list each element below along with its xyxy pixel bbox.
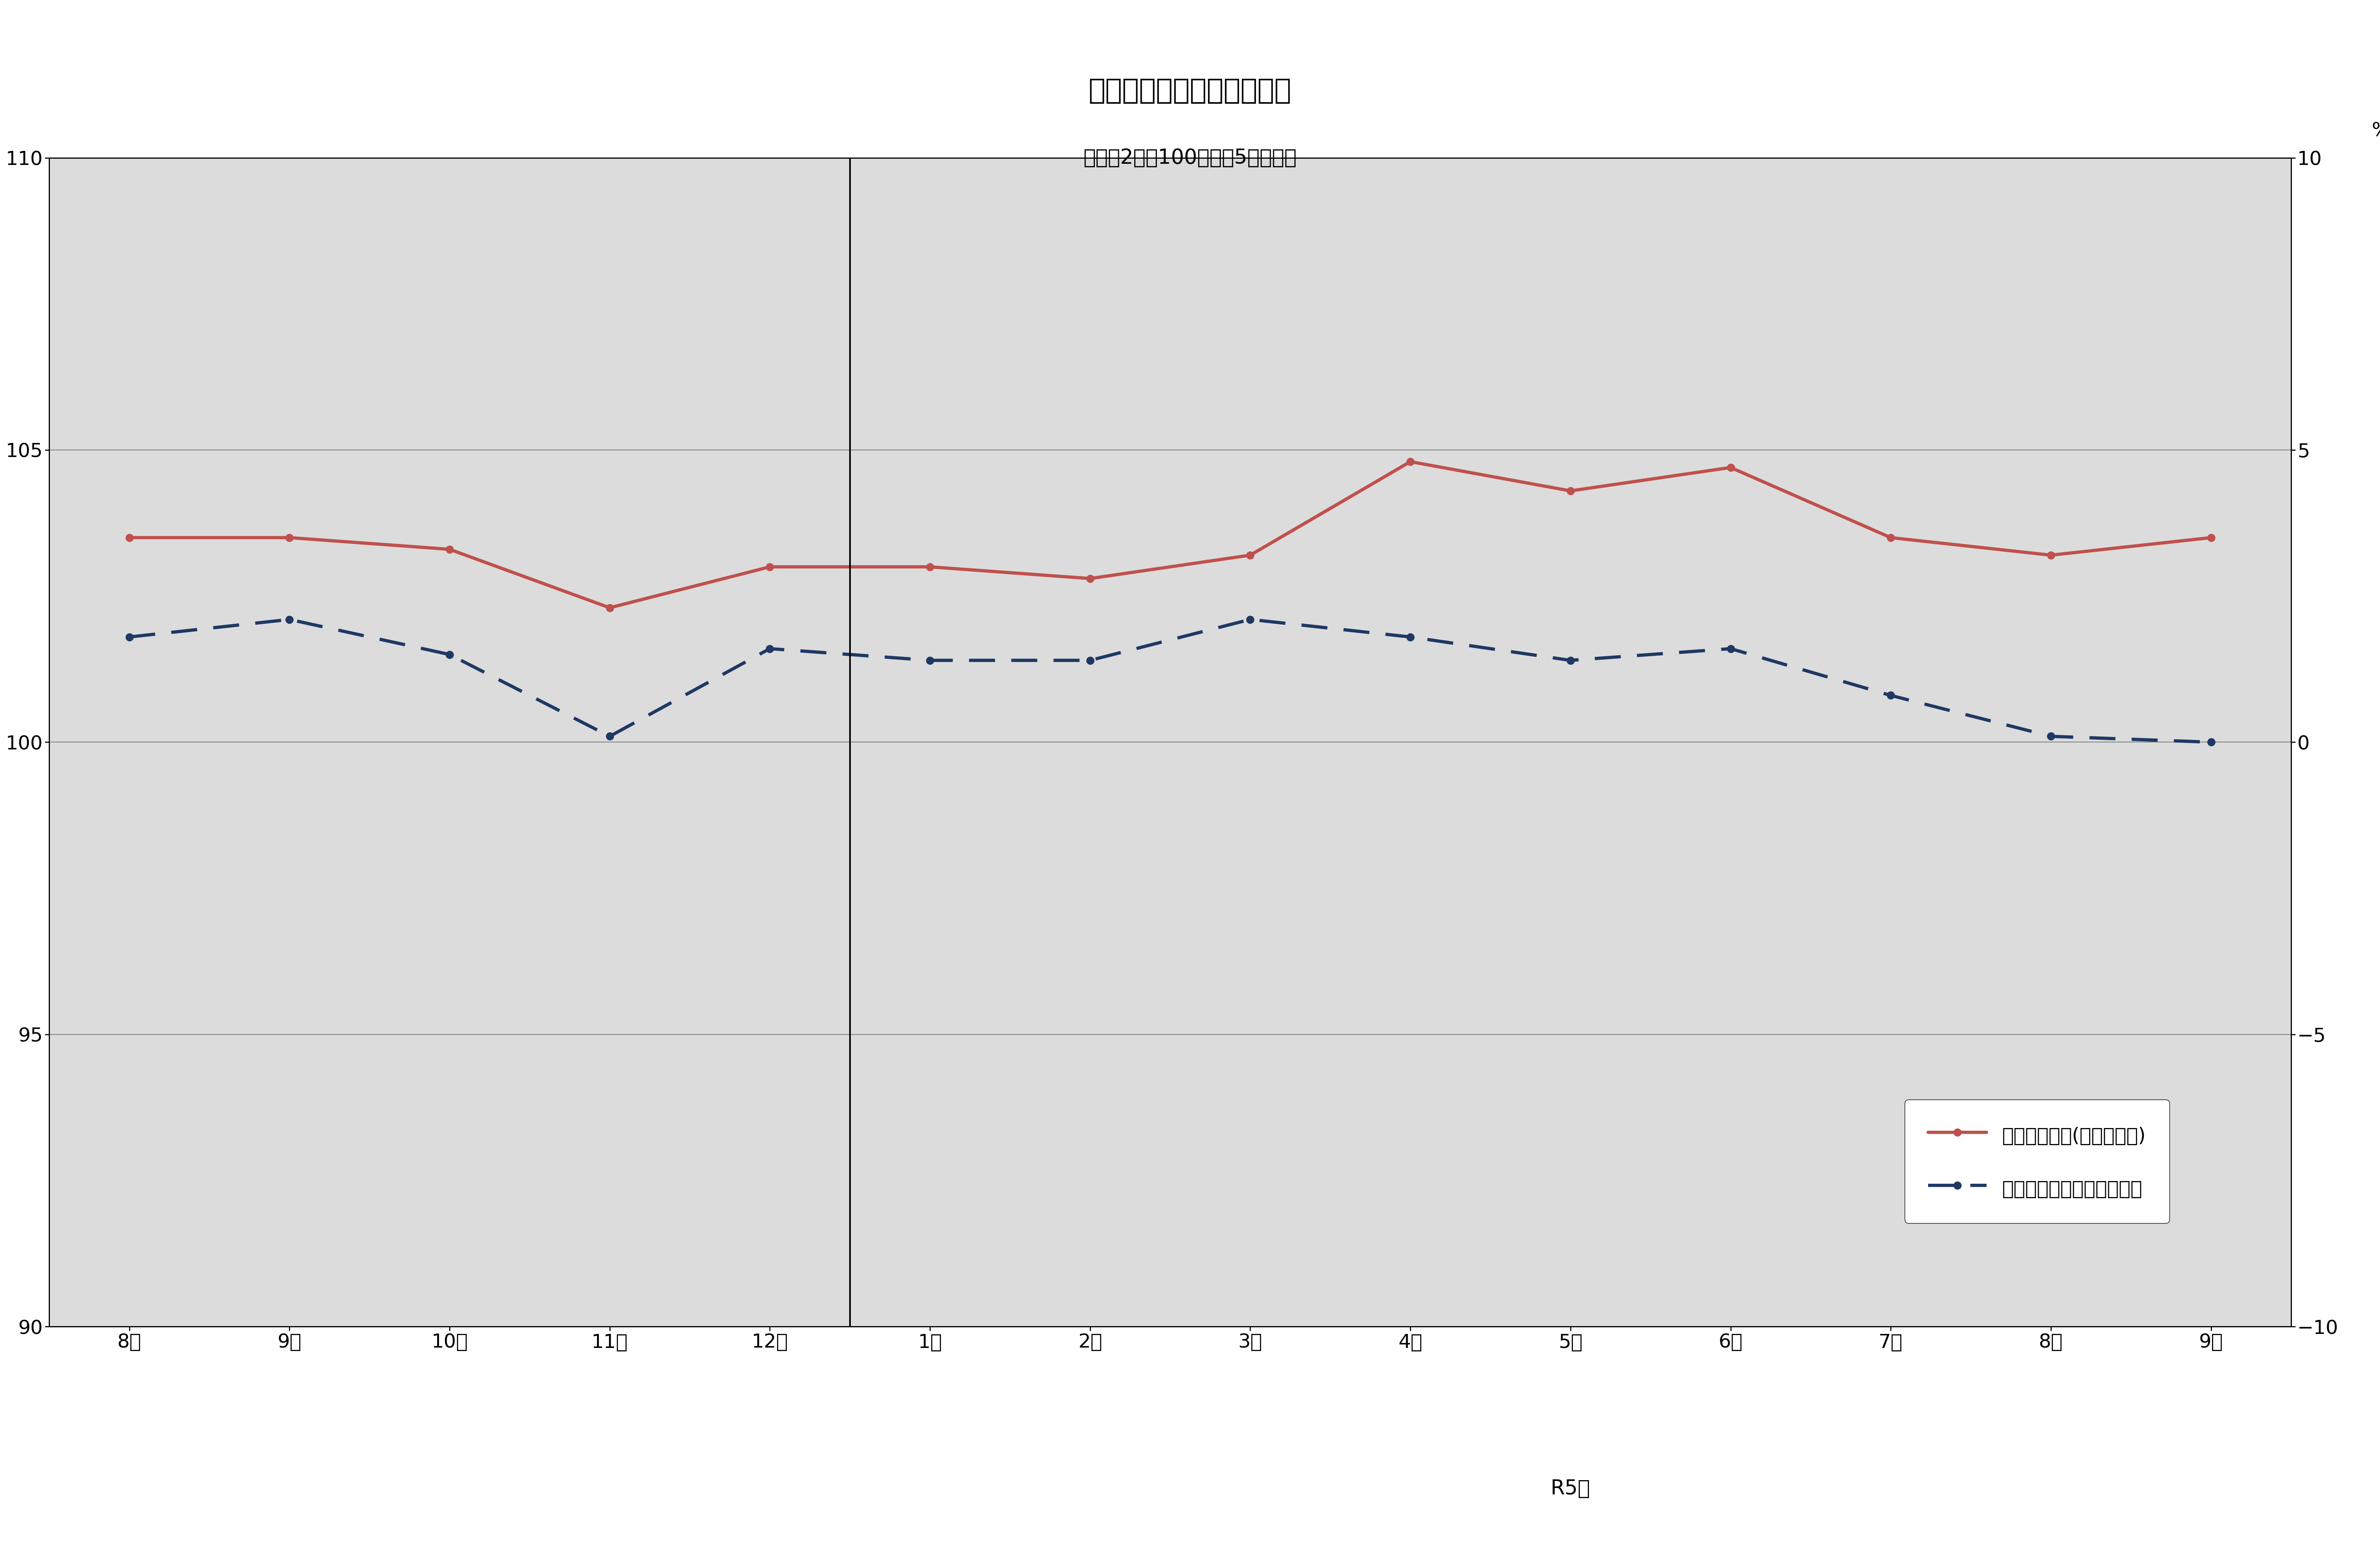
調査産業計（前年同月比） — [754, 639, 783, 658]
常用雇用指数(調査産業計) — [1076, 569, 1104, 588]
常用雇用指数(調査産業計) — [1397, 453, 1426, 471]
調査産業計（前年同月比） — [2197, 732, 2225, 751]
調査産業計（前年同月比） — [436, 645, 464, 664]
調査産業計（前年同月比） — [114, 628, 143, 647]
調査産業計（前年同月比） — [1076, 652, 1104, 670]
Line: 常用雇用指数(調査産業計): 常用雇用指数(調査産業計) — [126, 457, 2216, 611]
調査産業計（前年同月比） — [1875, 686, 1904, 704]
常用雇用指数(調査産業計) — [754, 558, 783, 577]
Legend: 常用雇用指数(調査産業計), 調査産業計（前年同月比）: 常用雇用指数(調査産業計), 調査産業計（前年同月比） — [1904, 1099, 2168, 1224]
調査産業計（前年同月比） — [916, 652, 945, 670]
常用雇用指数(調査産業計) — [1235, 546, 1264, 564]
調査産業計（前年同月比） — [2037, 728, 2066, 746]
Y-axis label: %: % — [2370, 121, 2380, 140]
常用雇用指数(調査産業計) — [916, 558, 945, 577]
常用雇用指数(調査産業計) — [595, 599, 624, 617]
常用雇用指数(調査産業計) — [1716, 459, 1745, 477]
調査産業計（前年同月比） — [1716, 639, 1745, 658]
Text: （令和2年＝100、規模5人以上）: （令和2年＝100、規模5人以上） — [1083, 148, 1297, 168]
常用雇用指数(調査産業計) — [114, 529, 143, 547]
調査産業計（前年同月比） — [1397, 628, 1426, 647]
常用雇用指数(調査産業計) — [436, 540, 464, 558]
Text: 常用雇用指数、前年同月比: 常用雇用指数、前年同月比 — [1088, 78, 1292, 104]
常用雇用指数(調査産業計) — [2037, 546, 2066, 564]
常用雇用指数(調査産業計) — [1875, 529, 1904, 547]
常用雇用指数(調査産業計) — [276, 529, 305, 547]
常用雇用指数(調査産業計) — [2197, 529, 2225, 547]
調査産業計（前年同月比） — [1557, 652, 1585, 670]
Text: R5年: R5年 — [1552, 1479, 1590, 1499]
調査産業計（前年同月比） — [1235, 610, 1264, 628]
調査産業計（前年同月比） — [595, 728, 624, 746]
常用雇用指数(調査産業計) — [1557, 482, 1585, 501]
調査産業計（前年同月比） — [276, 610, 305, 628]
Line: 調査産業計（前年同月比）: 調査産業計（前年同月比） — [126, 616, 2216, 746]
